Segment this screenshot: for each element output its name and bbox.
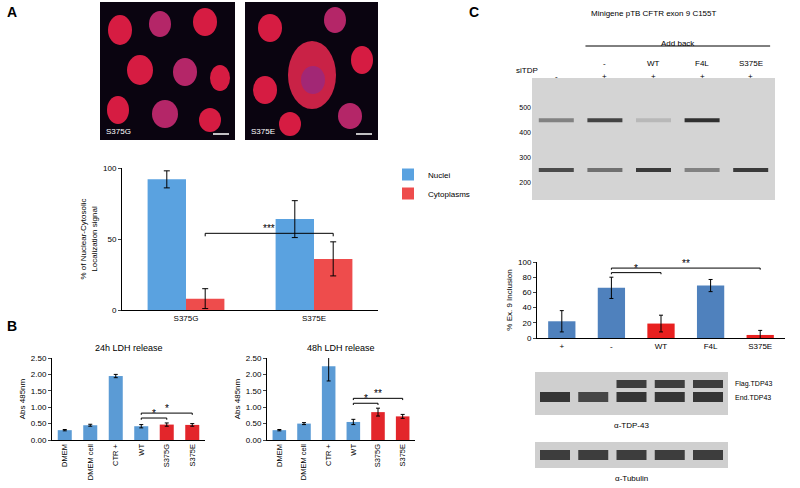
- svg-text:WT: WT: [647, 59, 660, 68]
- svg-text:F4L: F4L: [704, 342, 718, 351]
- svg-text:0.50: 0.50: [246, 419, 262, 428]
- svg-text:S375G: S375G: [373, 444, 382, 468]
- svg-text:2.50: 2.50: [31, 354, 47, 363]
- svg-text:WT: WT: [137, 444, 146, 456]
- svg-text:S375E: S375E: [748, 342, 772, 351]
- svg-text:+: +: [651, 72, 656, 81]
- svg-text:*: *: [634, 263, 638, 274]
- svg-text:-: -: [610, 342, 613, 351]
- svg-text:% of Nuclear-CytosolicLocaliza: % of Nuclear-CytosolicLocalization signa…: [79, 199, 98, 280]
- svg-text:0.50: 0.50: [31, 419, 47, 428]
- svg-text:+: +: [559, 342, 564, 351]
- svg-text:B: B: [7, 318, 17, 334]
- svg-text:0: 0: [527, 334, 532, 343]
- svg-text:Cytoplasms: Cytoplasms: [428, 190, 470, 199]
- svg-text:0: 0: [112, 306, 117, 315]
- svg-text:-: -: [555, 72, 558, 81]
- svg-text:100: 100: [103, 164, 117, 173]
- svg-text:1.50: 1.50: [246, 387, 262, 396]
- svg-text:% Ex. 9 Inclusion: % Ex. 9 Inclusion: [505, 269, 514, 330]
- svg-text:200: 200: [519, 179, 531, 186]
- svg-text:A: A: [7, 4, 17, 20]
- svg-text:S375E: S375E: [398, 444, 407, 467]
- svg-text:WT: WT: [655, 342, 668, 351]
- svg-text:DMEM cell: DMEM cell: [86, 444, 95, 481]
- svg-text:CTR +: CTR +: [111, 443, 120, 465]
- svg-text:100: 100: [518, 258, 532, 267]
- svg-text:0.00: 0.00: [31, 436, 47, 445]
- svg-text:siTDP: siTDP: [516, 66, 538, 75]
- svg-text:+: +: [748, 72, 753, 81]
- svg-text:+: +: [602, 72, 607, 81]
- svg-text:1.00: 1.00: [31, 403, 47, 412]
- svg-text:S375G: S375G: [174, 314, 199, 323]
- svg-text:S375E: S375E: [188, 444, 197, 467]
- svg-text:*: *: [364, 393, 368, 404]
- svg-text:α-TDP-43: α-TDP-43: [614, 421, 649, 430]
- svg-text:C: C: [469, 4, 479, 20]
- svg-text:60: 60: [522, 288, 531, 297]
- svg-text:α-Tubulin: α-Tubulin: [615, 474, 648, 483]
- svg-text:-: -: [603, 59, 606, 68]
- svg-text:24h LDH release: 24h LDH release: [95, 343, 163, 353]
- svg-text:End.TDP43: End.TDP43: [735, 394, 771, 401]
- svg-text:400: 400: [519, 129, 531, 136]
- svg-text:DMEM cell: DMEM cell: [299, 444, 308, 481]
- svg-text:S375E: S375E: [302, 314, 326, 323]
- svg-text:CTR +: CTR +: [324, 443, 333, 465]
- svg-text:2.00: 2.00: [246, 370, 262, 379]
- svg-text:**: **: [682, 258, 690, 269]
- svg-text:48h LDH release: 48h LDH release: [307, 343, 375, 353]
- svg-text:WT: WT: [349, 444, 358, 456]
- svg-text:Add back: Add back: [661, 39, 695, 48]
- svg-text:2.00: 2.00: [31, 370, 47, 379]
- svg-text:Abs 485nm: Abs 485nm: [18, 378, 27, 419]
- svg-text:0.00: 0.00: [246, 436, 262, 445]
- svg-text:50: 50: [107, 235, 116, 244]
- svg-text:Minigene pTB CFTR exon 9 C155T: Minigene pTB CFTR exon 9 C155T: [591, 9, 717, 18]
- svg-text:1.00: 1.00: [246, 403, 262, 412]
- svg-text:Flag.TDP43: Flag.TDP43: [735, 380, 772, 388]
- svg-text:**: **: [374, 388, 382, 399]
- svg-text:40: 40: [522, 303, 531, 312]
- svg-text:DMEM: DMEM: [60, 444, 69, 467]
- svg-text:DMEM: DMEM: [275, 444, 284, 467]
- svg-text:Nuclei: Nuclei: [428, 171, 450, 180]
- svg-text:+: +: [700, 72, 705, 81]
- svg-text:20: 20: [522, 319, 531, 328]
- svg-text:S375G: S375G: [162, 444, 171, 468]
- svg-text:80: 80: [522, 273, 531, 282]
- svg-text:*: *: [152, 408, 156, 419]
- svg-text:S375G: S375G: [106, 127, 131, 136]
- svg-text:2.50: 2.50: [246, 354, 262, 363]
- svg-text:300: 300: [519, 154, 531, 161]
- svg-text:S375E: S375E: [251, 127, 275, 136]
- svg-text:500: 500: [519, 104, 531, 111]
- svg-text:S375E: S375E: [739, 59, 763, 68]
- svg-text:1.50: 1.50: [31, 387, 47, 396]
- svg-text:F4L: F4L: [695, 59, 709, 68]
- svg-text:Abs 485nm: Abs 485nm: [233, 378, 242, 419]
- svg-text:*: *: [165, 403, 169, 414]
- svg-text:***: ***: [263, 223, 275, 234]
